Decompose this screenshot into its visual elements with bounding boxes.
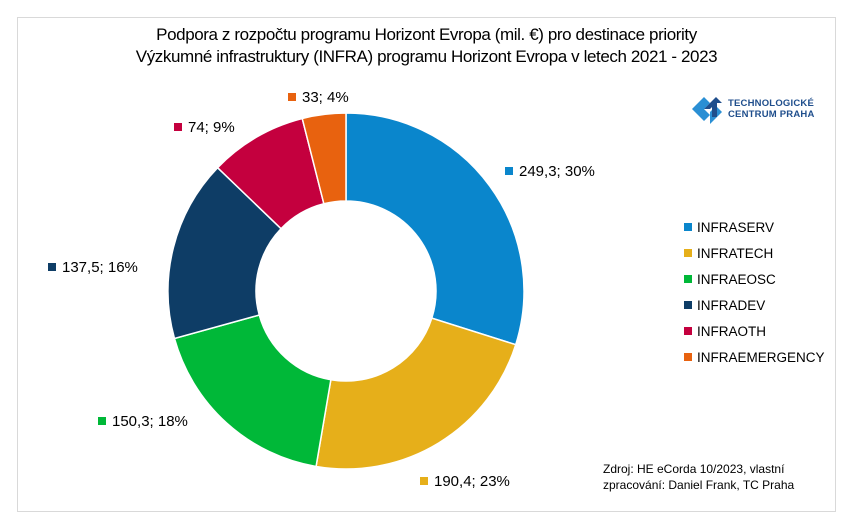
legend-swatch <box>684 301 692 309</box>
data-label-marker-infratech <box>420 477 428 485</box>
legend-item-infraoth: INFRAOTH <box>684 318 825 344</box>
data-label-infraeosc: 150,3; 18% <box>112 413 188 430</box>
legend-label: INFRAEOSC <box>697 271 776 287</box>
legend-item-infraserv: INFRASERV <box>684 214 825 240</box>
data-label-infradev: 137,5; 16% <box>62 259 138 276</box>
chart-title: Podpora z rozpočtu programu Horizont Evr… <box>0 24 853 68</box>
legend-label: INFRASERV <box>697 219 775 235</box>
legend-swatch <box>684 327 692 335</box>
tc-praha-logo-icon <box>692 97 722 124</box>
data-label-marker-infradev <box>48 263 56 271</box>
slice-infraemergency <box>301 112 347 205</box>
data-label-marker-infraemergency <box>288 93 296 101</box>
data-label-infraemergency: 33; 4% <box>302 89 349 106</box>
source-line1: Zdroj: HE eCorda 10/2023, vlastní <box>603 462 785 476</box>
legend-item-infratech: INFRATECH <box>684 240 825 266</box>
logo-line1: TECHNOLOGICKÉ <box>728 98 814 109</box>
legend-swatch <box>684 275 692 283</box>
data-label-marker-infraeosc <box>98 417 106 425</box>
data-label-infratech: 190,4; 23% <box>434 473 510 490</box>
data-label-infraoth: 74; 9% <box>188 119 235 136</box>
source-line2: zpracování: Daniel Frank, TC Praha <box>603 478 795 492</box>
data-label-marker-infraoth <box>174 123 182 131</box>
source-note: Zdroj: HE eCorda 10/2023, vlastní zpraco… <box>603 461 794 493</box>
slice-infratech <box>315 317 517 470</box>
logo-line2: CENTRUM PRAHA <box>728 109 815 120</box>
legend: INFRASERV INFRATECH INFRAEOSC INFRADEV INFRA… <box>684 214 825 370</box>
legend-swatch <box>684 353 692 361</box>
legend-item-infradev: INFRADEV <box>684 292 825 318</box>
legend-label: INFRADEV <box>697 297 766 313</box>
legend-item-infraemergency: INFRAEMERGENCY <box>684 344 825 370</box>
slice-infraserv <box>345 112 525 346</box>
slice-infraeosc <box>173 314 332 468</box>
slice-infradev <box>167 166 283 340</box>
data-label-marker-infraserv <box>505 167 513 175</box>
chart-title-line2: Výzkumné infrastruktury (INFRA) programu… <box>135 47 718 66</box>
data-labels: 249,3; 30% 190,4; 23% 150,3; 18% 137,5; 16%… <box>48 89 595 490</box>
legend-label: INFRAOTH <box>697 323 766 339</box>
legend-item-infraeosc: INFRAEOSC <box>684 266 825 292</box>
legend-swatch <box>684 249 692 257</box>
legend-swatch <box>684 223 692 231</box>
logo: TECHNOLOGICKÉ CENTRUM PRAHA <box>690 92 815 126</box>
legend-label: INFRATECH <box>697 245 774 261</box>
donut-slices <box>167 112 525 470</box>
chart-title-line1: Podpora z rozpočtu programu Horizont Evr… <box>156 25 697 44</box>
logo-text: TECHNOLOGICKÉ CENTRUM PRAHA <box>728 98 815 120</box>
data-label-infraserv: 249,3; 30% <box>519 163 595 180</box>
legend-label: INFRAEMERGENCY <box>697 349 825 365</box>
